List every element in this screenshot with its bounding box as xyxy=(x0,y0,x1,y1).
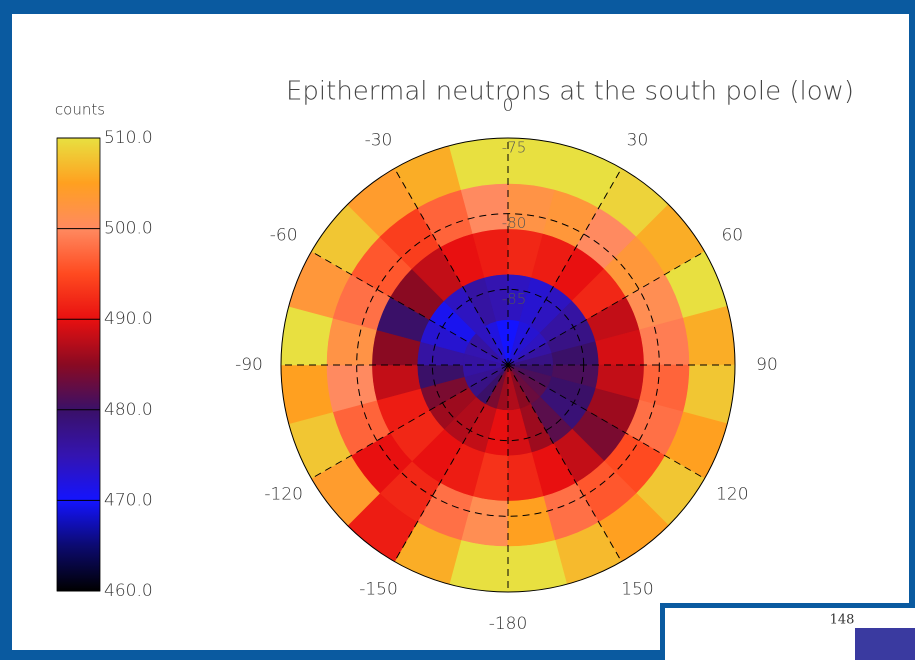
lon-label: 60 xyxy=(721,226,743,246)
screen: Epithermal neutrons at the south pole (l… xyxy=(0,0,915,660)
inset-image xyxy=(855,628,915,660)
colorbar-tick-label: 510.0 xyxy=(104,128,153,148)
lat-label: -75 xyxy=(502,139,527,157)
inset-label: 148 xyxy=(830,613,855,628)
colorbar xyxy=(57,138,100,591)
lon-label: -30 xyxy=(365,131,393,151)
lon-label: -90 xyxy=(235,355,263,375)
lon-label: 30 xyxy=(627,131,649,151)
colorbar-tick-label: 490.0 xyxy=(104,309,153,329)
lon-label: -150 xyxy=(359,579,398,599)
chart-title: Epithermal neutrons at the south pole (l… xyxy=(286,77,854,107)
colorbar-tick-label: 470.0 xyxy=(104,490,153,510)
lon-label: 120 xyxy=(716,485,748,505)
lon-label: -180 xyxy=(489,614,528,634)
lat-label: -80 xyxy=(502,214,527,232)
colorbar-tick-label: 480.0 xyxy=(104,400,153,420)
lon-label: -60 xyxy=(270,226,298,246)
lon-label: 150 xyxy=(621,579,653,599)
lat-label: -85 xyxy=(502,290,527,308)
lon-label: 90 xyxy=(756,355,778,375)
lon-label: 0 xyxy=(503,96,514,116)
colorbar-tick-label: 500.0 xyxy=(104,219,153,239)
colorbar-label: counts xyxy=(55,101,105,119)
lon-label: -120 xyxy=(264,485,303,505)
colorbar-tick-label: 460.0 xyxy=(104,581,153,601)
page: Epithermal neutrons at the south pole (l… xyxy=(0,0,915,660)
